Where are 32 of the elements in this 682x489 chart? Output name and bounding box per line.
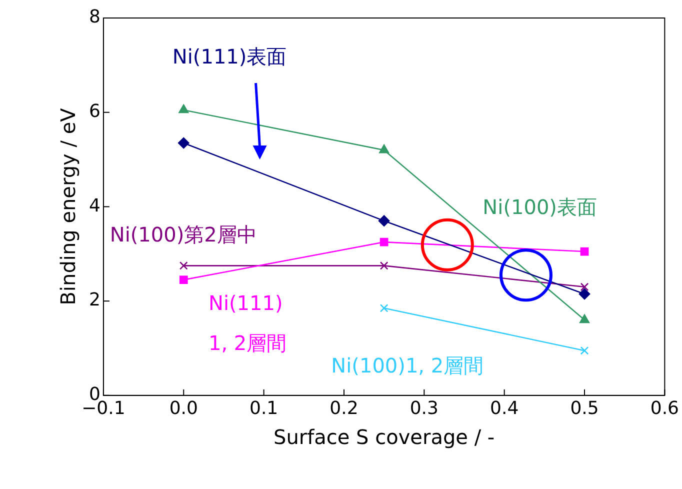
point xyxy=(380,238,388,246)
series-label: Ni(100)表面 xyxy=(482,194,597,219)
point xyxy=(379,144,390,154)
y-tick-label: 4 xyxy=(89,195,100,216)
series-label: Ni(100)1, 2層間 xyxy=(331,353,484,378)
x-tick-label: 0.0 xyxy=(169,398,198,419)
y-tick-label: 2 xyxy=(89,290,100,311)
x-tick-label: 0.3 xyxy=(410,398,438,419)
point xyxy=(580,247,589,256)
y-axis-title: Binding energy / eV xyxy=(56,108,80,306)
y-tick-label: 6 xyxy=(89,101,100,122)
series-label: Ni(100)第2層中 xyxy=(110,222,257,247)
x-tick-label: 0.2 xyxy=(330,398,358,419)
x-tick-label: 0.6 xyxy=(650,398,680,419)
point xyxy=(179,261,188,270)
point xyxy=(580,346,589,355)
point xyxy=(578,288,590,300)
point xyxy=(378,215,390,227)
point xyxy=(380,261,388,270)
x-axis-title: Surface S coverage / - xyxy=(274,425,495,450)
point xyxy=(178,104,189,114)
x-tick-label: 0.5 xyxy=(570,398,599,419)
point xyxy=(380,304,388,312)
point xyxy=(178,137,190,149)
text: Ni(111)表面 xyxy=(172,44,287,68)
series-label: Ni(111) 1, 2層間 xyxy=(208,291,287,356)
point xyxy=(580,282,589,292)
x-tick-label: 0.4 xyxy=(490,398,519,419)
x-tick-label: 0.1 xyxy=(249,398,278,419)
point xyxy=(179,276,188,284)
y-tick-label: 8 xyxy=(89,6,100,28)
point xyxy=(580,314,590,324)
